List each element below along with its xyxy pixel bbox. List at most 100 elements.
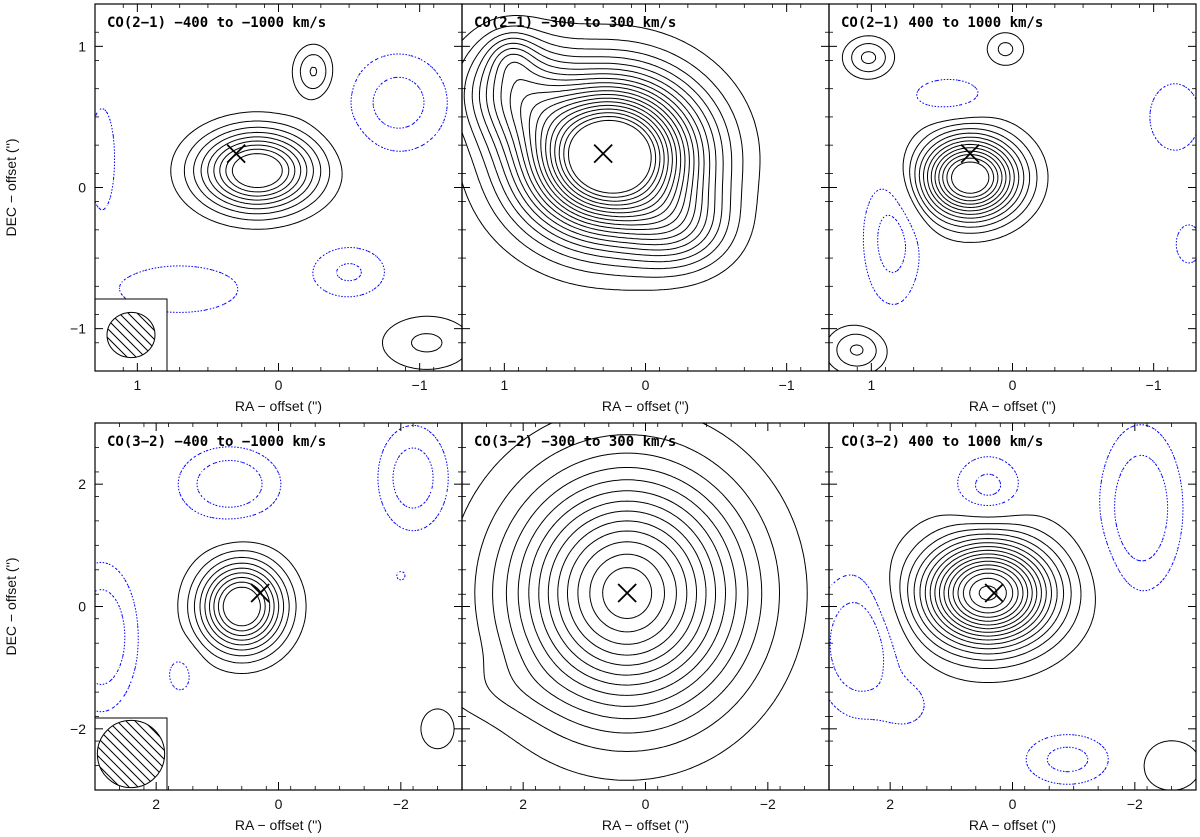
x-tick-label: −2	[1127, 796, 1143, 812]
positive-contour	[946, 157, 995, 198]
x-tick-label: 2	[886, 796, 894, 812]
positive-contour	[535, 94, 682, 222]
positive-contour	[919, 538, 1058, 650]
negative-contour	[95, 424, 449, 713]
positive-contour	[545, 101, 673, 214]
contour-group	[95, 43, 462, 371]
panel-title: CO(3−2) −300 to 300 km/s	[474, 434, 676, 450]
source-marker	[960, 143, 980, 164]
positive-contour	[951, 161, 990, 194]
y-axis-label: DEC − offset ('')	[3, 557, 19, 655]
positive-contour	[219, 144, 296, 197]
contour-group	[829, 32, 1196, 371]
negative-contour	[829, 454, 1169, 773]
positive-contour	[213, 576, 271, 637]
positive-contour	[463, 32, 733, 270]
negative-contour	[336, 76, 425, 282]
panel-6: 2 0 −2 CO(3−2) 400 to 1000 km/s RA − offset …	[828, 422, 1197, 833]
y-tick-label: −2	[70, 721, 86, 737]
panel-title: CO(3−2) −400 to −1000 km/s	[107, 434, 326, 450]
positive-contour	[538, 500, 716, 686]
positive-contour	[969, 577, 1007, 609]
x-tick-label: 1	[867, 377, 875, 393]
positive-contour	[528, 490, 726, 696]
negative-contour	[95, 53, 448, 313]
contour-group	[95, 424, 455, 750]
positive-contour	[222, 586, 261, 627]
x-tick-label: 1	[500, 377, 508, 393]
positive-contour	[957, 568, 1019, 618]
x-axis-label: RA − offset ('')	[602, 398, 689, 414]
positive-contour	[948, 560, 1029, 626]
panel-1: 1 0 −1 −1 0 1 CO(2−1) −400 to −1000 km/s RA − o…	[3, 3, 463, 414]
x-tick-label: 1	[133, 377, 141, 393]
positive-contour	[899, 523, 1082, 669]
y-axis-label: DEC − offset ('')	[3, 138, 19, 236]
positive-contour	[199, 562, 285, 651]
positive-contour	[528, 90, 686, 226]
panel-title: CO(2−1) −400 to −1000 km/s	[107, 15, 326, 31]
panel-4: 2 0 −2 −2 0 2 CO(3−2) −400 to −1000 km/s RA − o…	[3, 422, 463, 833]
positive-contour	[200, 131, 314, 210]
positive-contour	[505, 467, 749, 720]
positive-contour	[517, 479, 737, 707]
positive-contour	[540, 97, 677, 218]
positive-contour	[207, 136, 308, 205]
positive-contour	[217, 581, 266, 632]
positive-contour	[836, 42, 1038, 367]
beam-inset	[94, 717, 168, 791]
positive-contour	[934, 147, 1007, 208]
positive-contour	[547, 510, 707, 676]
x-tick-label: −2	[760, 796, 776, 812]
positive-contour	[942, 154, 999, 202]
negative-contour	[829, 424, 1184, 785]
positive-contour	[213, 140, 302, 201]
positive-contour	[952, 564, 1024, 622]
x-axis-label: RA − offset ('')	[602, 817, 689, 833]
positive-contour	[554, 108, 665, 206]
positive-contour	[177, 541, 455, 750]
x-axis-label: RA − offset ('')	[235, 817, 322, 833]
panel-2: 1 0 −1 CO(2−1) −300 to 300 km/s RA − offset …	[461, 3, 830, 414]
x-axis-label: RA − offset ('')	[235, 398, 322, 414]
x-tick-label: −1	[1146, 377, 1162, 393]
positive-contour	[509, 79, 695, 235]
positive-contour	[929, 546, 1047, 641]
x-tick-label: 0	[1009, 377, 1017, 393]
contour-group	[829, 424, 1196, 790]
positive-contour	[492, 53, 705, 246]
positive-contour	[492, 452, 763, 734]
positive-contour	[889, 514, 1196, 790]
positive-contour	[602, 567, 653, 619]
positive-contour	[474, 434, 780, 752]
positive-contour	[563, 116, 657, 198]
x-tick-label: 0	[275, 377, 283, 393]
source-marker	[984, 583, 1004, 603]
panel-title: CO(2−1) −300 to 300 km/s	[474, 15, 676, 31]
beam-inset	[94, 298, 168, 372]
positive-contour	[558, 112, 661, 202]
y-tick-label: 1	[78, 38, 86, 54]
panel-3: 1 0 −1 CO(2−1) 400 to 1000 km/s RA − offset …	[828, 3, 1197, 414]
positive-contour	[462, 25, 744, 278]
positive-contour	[500, 61, 700, 240]
x-tick-label: −1	[412, 377, 428, 393]
positive-contour	[567, 530, 688, 656]
positive-contour	[549, 104, 669, 210]
positive-contour	[183, 54, 443, 353]
positive-contour	[557, 520, 697, 666]
x-axis-label: RA − offset ('')	[969, 817, 1056, 833]
y-tick-label: 2	[78, 476, 86, 492]
x-tick-label: 2	[152, 796, 160, 812]
positive-contour	[471, 37, 724, 263]
positive-contour	[927, 140, 1015, 215]
beam-hatching	[107, 312, 155, 358]
positive-contour	[962, 572, 1014, 614]
positive-contour	[939, 553, 1038, 633]
source-marker	[250, 583, 270, 603]
positive-contour	[193, 66, 322, 215]
panel-title: CO(2−1) 400 to 1000 km/s	[841, 15, 1043, 31]
negative-contour	[95, 447, 434, 685]
x-tick-label: 0	[275, 796, 283, 812]
